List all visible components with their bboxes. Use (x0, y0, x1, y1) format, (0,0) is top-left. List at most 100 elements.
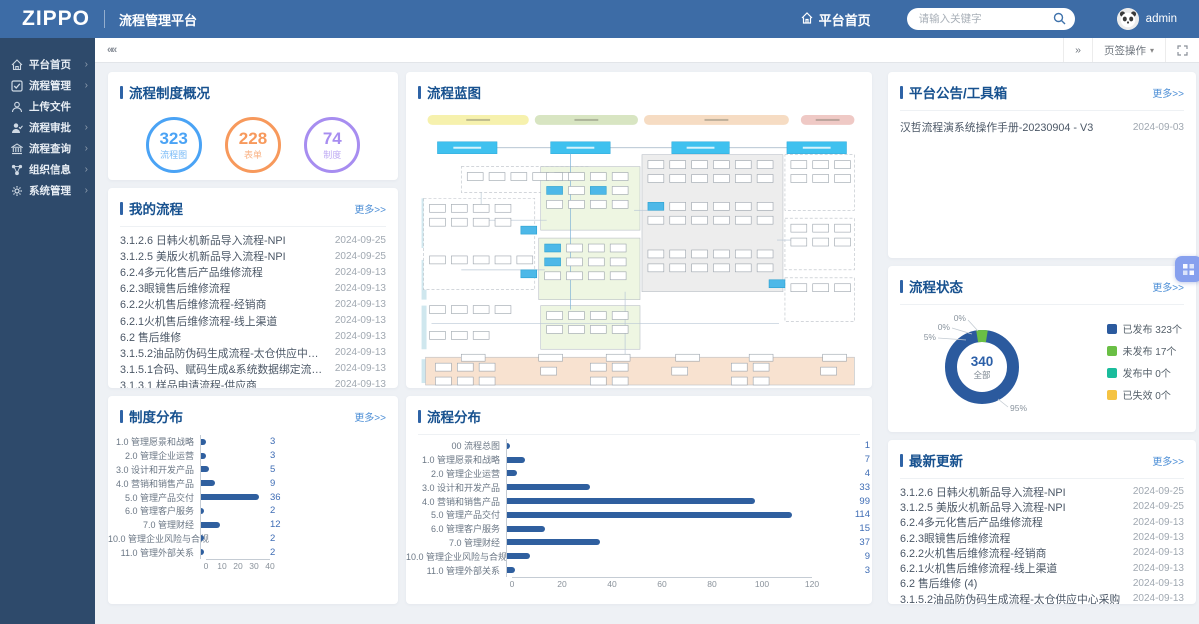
stat-value: 228 (238, 128, 268, 148)
list-item[interactable]: 3.1.2.5 美版火机新品导入流程-NPI 2024-09-25 (900, 499, 1184, 514)
more-link[interactable]: 更多>> (354, 204, 386, 216)
list-item[interactable]: 6.2.1火机售后维修流程-线上渠道 2024-09-13 (120, 312, 386, 328)
card-regulation-distribution: 制度分布 更多>> 1.0 管理愿景和战略 3 2.0 管理企业运营 3 3.0 设… (108, 396, 398, 604)
stat-label: 制度 (323, 149, 342, 160)
list-item[interactable]: 3.1.5.2油品防伪码生成流程-太仓供应中心采购 2024-09-13 (120, 345, 386, 361)
list-item-date: 2024-09-13 (334, 315, 386, 327)
svg-text:0%: 0% (938, 322, 951, 332)
list-item-date: 2024-09-13 (334, 282, 386, 294)
sidebar-item-6[interactable]: 组织信息 › (0, 159, 95, 180)
bar-row: 7.0 管理财经 12 (108, 517, 398, 532)
bar-category-label: 11.0 管理外部关系 (426, 565, 500, 576)
bar-category-label: 1.0 管理愿景和战略 (421, 455, 500, 466)
bar-category-label: 10.0 管理企业风险与合规 (406, 551, 508, 562)
bar-value-label: 9 (270, 477, 276, 489)
legend-item[interactable]: 已发布 323个 (1106, 321, 1182, 336)
fullscreen-icon[interactable] (1165, 38, 1199, 62)
list-item[interactable]: 6.2.4多元化售后产品维修流程 2024-09-13 (900, 515, 1184, 530)
sidebar-item-3[interactable]: 上传文件 (0, 96, 95, 117)
list-item[interactable]: 3.1.2.6 日韩火机新品导入流程-NPI 2024-09-25 (120, 232, 386, 248)
tab-scroll-right-icon[interactable]: » (1063, 38, 1092, 62)
list-item[interactable]: 6.2.3眼镜售后维修流程 2024-09-13 (120, 280, 386, 296)
bar-category-label: 5.0 管理产品交付 (430, 510, 500, 521)
bar (507, 456, 525, 463)
bar (507, 553, 530, 560)
more-link[interactable]: 更多>> (1152, 88, 1184, 100)
bar-track (200, 435, 264, 449)
card-latest-updates: 最新更新 更多>> 3.1.2.6 日韩火机新品导入流程-NPI 2024-09… (888, 440, 1196, 604)
sidebar-collapse-icon[interactable]: «« (107, 44, 117, 56)
sidebar-item-4[interactable]: 流程审批 › (0, 117, 95, 138)
list-item[interactable]: 6.2 售后维修 2024-09-13 (120, 329, 386, 345)
list-item-text: 3.1.5.2油品防伪码生成流程-太仓供应中心采购 (900, 593, 1121, 604)
list-item-text: 6.2 售后维修 (120, 331, 182, 344)
legend-label: 已失效 0个 (1122, 391, 1171, 402)
list-item[interactable]: 3.1.5.1合码、赋码生成&系统数据绑定流程... 2024-09-13 (120, 361, 386, 377)
bar-value-label: 5 (270, 463, 276, 475)
stat-label: 表单 (243, 149, 262, 160)
sidebar-item-2[interactable]: 流程管理 › (0, 75, 95, 96)
list-item-text: 6.2.3眼镜售后维修流程 (900, 532, 1011, 545)
list-item[interactable]: 汉哲流程演系统操作手册-20230904 - V3 2024-09-03 (900, 116, 1184, 138)
list-item-date: 2024-09-13 (334, 363, 386, 375)
list-item-text: 3.1.5.2油品防伪码生成流程-太仓供应中心采购 (120, 347, 327, 360)
bar-row: 11.0 管理外部关系 2 (108, 545, 398, 560)
list-item[interactable]: 3.1.5.2油品防伪码生成流程-太仓供应中心采购 2024-09-13 (900, 591, 1184, 604)
list-item-date: 2024-09-13 (334, 266, 386, 278)
list-item-text: 6.2.2火机售后维修流程-经销商 (900, 547, 1047, 560)
list-item-date: 2024-09-13 (1132, 593, 1184, 604)
more-link[interactable]: 更多>> (1152, 282, 1184, 294)
bar-category-label: 3.0 设计和开发产品 (115, 464, 194, 475)
list-item-date: 2024-09-13 (334, 298, 386, 310)
sidebar-item-label: 上传文件 (29, 101, 71, 113)
bar-row: 7.0 管理财经 37 (406, 535, 872, 550)
bar-row: 10.0 管理企业风险与合规 9 (406, 549, 872, 564)
more-link[interactable]: 更多>> (354, 412, 386, 424)
bar (201, 521, 221, 528)
legend-item[interactable]: 已失效 0个 (1106, 387, 1182, 402)
bar (507, 442, 510, 449)
search-input[interactable] (906, 13, 1075, 25)
list-item[interactable]: 6.2.2火机售后维修流程-经销商 2024-09-13 (900, 545, 1184, 560)
list-item-date: 2024-09-13 (1132, 532, 1184, 544)
user-avatar[interactable] (1116, 8, 1139, 30)
sidebar-item-1[interactable]: 平台首页 › (0, 54, 95, 75)
legend-swatch (1106, 367, 1117, 378)
bar-track (506, 563, 806, 577)
list-item[interactable]: 6.2.2火机售后维修流程-经销商 2024-09-13 (120, 296, 386, 312)
bar-value-label: 36 (270, 491, 281, 503)
svg-text:全部: 全部 (973, 370, 991, 380)
list-item[interactable]: 6.2.4多元化售后产品维修流程 2024-09-13 (120, 264, 386, 280)
floating-widget-button[interactable] (1175, 256, 1199, 282)
global-search (906, 8, 1075, 30)
blueprint-diagram[interactable] (420, 111, 858, 387)
list-item[interactable]: 6.2.1火机售后维修流程-线上渠道 2024-09-13 (900, 560, 1184, 576)
list-item[interactable]: 6.2 售后维修 (4) 2024-09-13 (900, 576, 1184, 591)
list-item[interactable]: 6.2.3眼镜售后维修流程 2024-09-13 (900, 530, 1184, 545)
bar-track (200, 531, 264, 546)
tab-bar: «« » 页签操作 ▾ (95, 38, 1199, 63)
sidebar-item-7[interactable]: 系统管理 › (0, 180, 95, 201)
list-item[interactable]: 3.1.2.6 日韩火机新品导入流程-NPI 2024-09-25 (900, 484, 1184, 499)
more-link[interactable]: 更多>> (1152, 456, 1184, 468)
bar-value-label: 2 (270, 505, 276, 517)
bar-value-label: 3 (270, 450, 276, 462)
org-nodes-icon (11, 164, 23, 176)
bar-track (200, 517, 264, 532)
bar-value-label: 33 (859, 481, 870, 493)
bar-category-label: 6.0 管理客户服务 (124, 506, 194, 517)
home-nav-link[interactable]: 平台首页 (801, 10, 871, 29)
regulation-bar-chart: 1.0 管理愿景和战略 3 2.0 管理企业运营 3 3.0 设计和开发产品 5 4.… (108, 435, 398, 572)
legend-item[interactable]: 发布中 0个 (1106, 365, 1182, 380)
legend-item[interactable]: 未发布 17个 (1106, 343, 1182, 358)
username[interactable]: admin (1145, 13, 1177, 25)
list-item[interactable]: 3.1.3.1 样品申请流程-供应商 2024-09-13 (120, 377, 386, 388)
list-item[interactable]: 3.1.2.5 美版火机新品导入流程-NPI 2024-09-25 (120, 248, 386, 264)
tab-operations-button[interactable]: 页签操作 ▾ (1091, 38, 1165, 62)
search-icon[interactable] (1053, 12, 1066, 30)
app-title: 流程管理平台 (119, 12, 198, 28)
svg-text:340: 340 (971, 354, 994, 369)
bank-icon (11, 142, 23, 155)
sidebar-item-5[interactable]: 流程查询 › (0, 138, 95, 159)
